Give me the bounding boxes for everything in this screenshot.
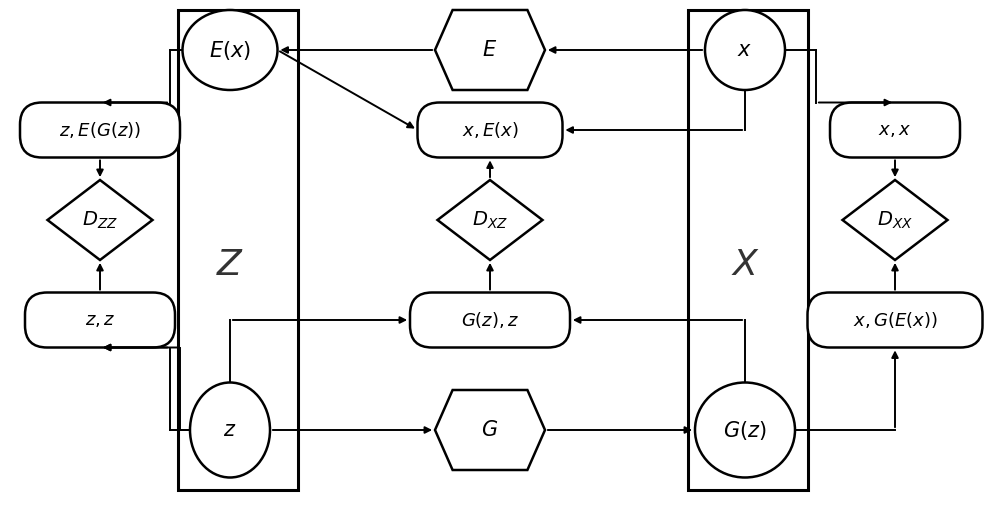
Text: $X$: $X$ (731, 248, 759, 282)
Ellipse shape (182, 10, 278, 90)
FancyBboxPatch shape (25, 293, 175, 348)
Text: $x, E(x)$: $x, E(x)$ (462, 120, 518, 140)
Text: $D_{XZ}$: $D_{XZ}$ (472, 209, 508, 231)
Text: $G(z)$: $G(z)$ (723, 419, 767, 441)
Text: $D_{ZZ}$: $D_{ZZ}$ (82, 209, 118, 231)
Ellipse shape (695, 383, 795, 478)
Text: $z, z$: $z, z$ (85, 311, 115, 329)
Text: $x, x$: $x, x$ (878, 121, 912, 139)
FancyBboxPatch shape (830, 102, 960, 157)
Polygon shape (435, 390, 545, 470)
Polygon shape (438, 180, 542, 260)
Ellipse shape (705, 10, 785, 90)
Bar (178, 10, 298, 490)
Text: $G(z), z$: $G(z), z$ (461, 310, 519, 330)
FancyBboxPatch shape (20, 102, 180, 157)
Text: $E(x)$: $E(x)$ (209, 39, 251, 61)
Bar (688, 10, 808, 490)
FancyBboxPatch shape (410, 293, 570, 348)
Polygon shape (435, 10, 545, 90)
FancyBboxPatch shape (808, 293, 982, 348)
Polygon shape (48, 180, 152, 260)
Text: $x$: $x$ (737, 40, 753, 60)
Text: $D_{XX}$: $D_{XX}$ (877, 209, 913, 231)
Text: $E$: $E$ (482, 40, 498, 60)
Text: $z, E(G(z))$: $z, E(G(z))$ (59, 120, 141, 140)
Polygon shape (842, 180, 948, 260)
Ellipse shape (190, 383, 270, 478)
Text: $x, G(E(x))$: $x, G(E(x))$ (853, 310, 937, 330)
FancyBboxPatch shape (418, 102, 562, 157)
Text: $z$: $z$ (223, 420, 237, 440)
Text: $Z$: $Z$ (216, 248, 244, 282)
Text: $G$: $G$ (481, 420, 499, 440)
